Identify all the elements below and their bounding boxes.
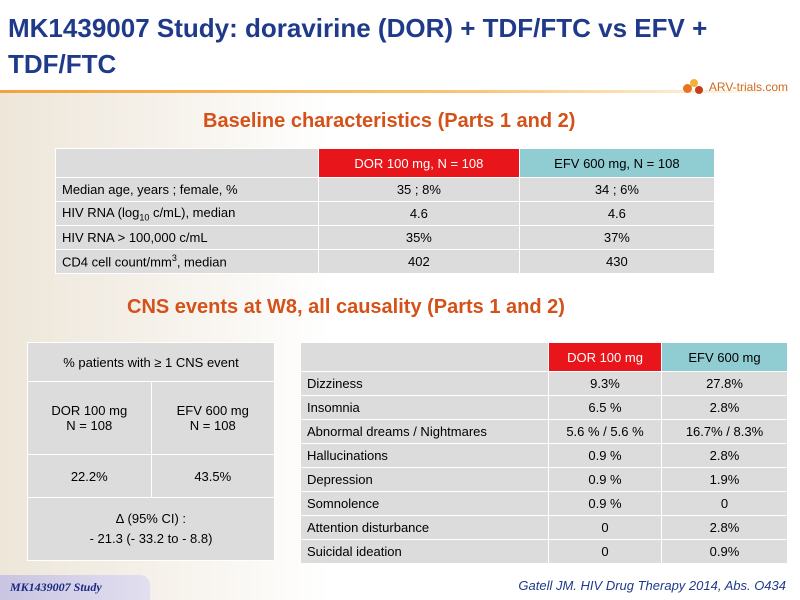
- dor-value: 5.6 % / 5.6 %: [548, 419, 662, 444]
- efv-value: 37%: [518, 225, 716, 250]
- event-label: Somnolence: [300, 491, 549, 516]
- baseline-table: DOR 100 mg, N = 108 EFV 600 mg, N = 108 …: [55, 148, 716, 274]
- efv-value: 2.8%: [661, 395, 788, 420]
- row-label: Median age, years ; female, %: [55, 177, 319, 202]
- efv-value: 34 ; 6%: [518, 177, 716, 202]
- row-label-superscript: 3: [171, 253, 177, 264]
- table-row: Somnolence 0.9 % 0: [300, 491, 788, 516]
- row-label-subscript: 10: [139, 212, 150, 223]
- dor-value: 0.9 %: [548, 467, 662, 492]
- row-label-text: HIV RNA (log: [62, 204, 140, 220]
- table-row: DOR 100 mg N = 108 EFV 600 mg N = 108: [27, 381, 275, 455]
- cns-events-table: DOR 100 mg EFV 600 mg Dizziness 9.3% 27.8%…: [300, 342, 788, 564]
- table-row: HIV RNA > 100,000 c/mL 35% 37%: [55, 225, 716, 250]
- baseline-header-row: DOR 100 mg, N = 108 EFV 600 mg, N = 108: [55, 148, 716, 178]
- table-row: Median age, years ; female, % 35 ; 8% 34…: [55, 177, 716, 202]
- row-label-text: c/mL), median: [149, 204, 236, 220]
- event-label: Attention disturbance: [300, 515, 549, 540]
- delta-value: - 21.3 (- 33.2 to - 8.8): [89, 531, 213, 546]
- delta-label: ∆ (95% CI) :: [115, 511, 187, 526]
- events-header-dor: DOR 100 mg: [548, 342, 662, 372]
- efv-value: 2.8%: [661, 515, 788, 540]
- efv-label-line2: N = 108: [189, 418, 236, 433]
- dor-value: 0.9 %: [548, 491, 662, 516]
- table-row: Depression 0.9 % 1.9%: [300, 467, 788, 492]
- summary-efv-value: 43.5%: [150, 454, 275, 498]
- baseline-section-title: Baseline characteristics (Parts 1 and 2): [203, 110, 576, 132]
- event-label: Depression: [300, 467, 549, 492]
- efv-value: 16.7% / 8.3%: [661, 419, 788, 444]
- dor-label-line1: DOR 100 mg: [51, 403, 128, 418]
- event-label: Insomnia: [300, 395, 549, 420]
- table-row: Insomnia 6.5 % 2.8%: [300, 395, 788, 420]
- event-label: Dizziness: [300, 371, 549, 396]
- row-label-text: CD4 cell count/mm: [62, 254, 172, 270]
- dor-value: 4.6: [318, 201, 520, 226]
- table-row: Attention disturbance 0 2.8%: [300, 515, 788, 540]
- study-badge: MK1439007 Study: [0, 575, 150, 600]
- efv-value: 0.9%: [661, 539, 788, 564]
- efv-value: 2.8%: [661, 443, 788, 468]
- summary-dor-label: DOR 100 mg N = 108: [27, 381, 152, 455]
- slide-title: MK1439007 Study: doravirine (DOR) + TDF/…: [8, 13, 708, 79]
- efv-value: 27.8%: [661, 371, 788, 396]
- title-divider: [0, 90, 800, 93]
- row-label: HIV RNA (log10 c/mL), median: [55, 201, 319, 226]
- logo-dots-icon: [682, 79, 705, 95]
- summary-header: % patients with ≥ 1 CNS event: [27, 342, 275, 382]
- events-header-efv: EFV 600 mg: [661, 342, 788, 372]
- dor-value: 0.9 %: [548, 443, 662, 468]
- event-label: Suicidal ideation: [300, 539, 549, 564]
- logo-text: ARV-trials.com: [708, 80, 788, 94]
- table-row: % patients with ≥ 1 CNS event: [27, 342, 275, 382]
- table-row: 22.2% 43.5%: [27, 454, 275, 498]
- table-row: Dizziness 9.3% 27.8%: [300, 371, 788, 396]
- row-label: HIV RNA > 100,000 c/mL: [55, 225, 319, 250]
- table-row: Abnormal dreams / Nightmares 5.6 % / 5.6 …: [300, 419, 788, 444]
- baseline-header-efv: EFV 600 mg, N = 108: [518, 148, 716, 178]
- row-label-text: , median: [176, 254, 227, 270]
- cns-summary-table: % patients with ≥ 1 CNS event DOR 100 mg…: [27, 342, 275, 561]
- efv-label-line1: EFV 600 mg: [176, 403, 249, 418]
- dor-value: 0: [548, 539, 662, 564]
- table-row: Suicidal ideation 0 0.9%: [300, 539, 788, 564]
- summary-efv-label: EFV 600 mg N = 108: [150, 381, 275, 455]
- arv-trials-logo: ARV-trials.com: [682, 76, 788, 98]
- efv-value: 4.6: [518, 201, 716, 226]
- table-row: Hallucinations 0.9 % 2.8%: [300, 443, 788, 468]
- table-row: ∆ (95% CI) : - 21.3 (- 33.2 to - 8.8): [27, 497, 275, 561]
- cns-section-title: CNS events at W8, all causality (Parts 1…: [127, 296, 565, 318]
- summary-dor-value: 22.2%: [27, 454, 152, 498]
- dor-value: 0: [548, 515, 662, 540]
- dor-value: 9.3%: [548, 371, 662, 396]
- events-header-blank: [300, 342, 549, 372]
- row-label: CD4 cell count/mm3, median: [55, 249, 319, 274]
- event-label: Abnormal dreams / Nightmares: [300, 419, 549, 444]
- reference-citation: Gatell JM. HIV Drug Therapy 2014, Abs. O…: [518, 578, 786, 593]
- dor-value: 35%: [318, 225, 520, 250]
- dor-label-line2: N = 108: [66, 418, 113, 433]
- efv-value: 430: [518, 249, 716, 274]
- efv-value: 0: [661, 491, 788, 516]
- baseline-header-dor: DOR 100 mg, N = 108: [318, 148, 520, 178]
- dor-value: 6.5 %: [548, 395, 662, 420]
- event-label: Hallucinations: [300, 443, 549, 468]
- baseline-header-blank: [55, 148, 319, 178]
- efv-value: 1.9%: [661, 467, 788, 492]
- summary-delta: ∆ (95% CI) : - 21.3 (- 33.2 to - 8.8): [27, 497, 275, 561]
- dor-value: 402: [318, 249, 520, 274]
- events-header-row: DOR 100 mg EFV 600 mg: [300, 342, 788, 372]
- dor-value: 35 ; 8%: [318, 177, 520, 202]
- table-row: CD4 cell count/mm3, median 402 430: [55, 249, 716, 274]
- table-row: HIV RNA (log10 c/mL), median 4.6 4.6: [55, 201, 716, 226]
